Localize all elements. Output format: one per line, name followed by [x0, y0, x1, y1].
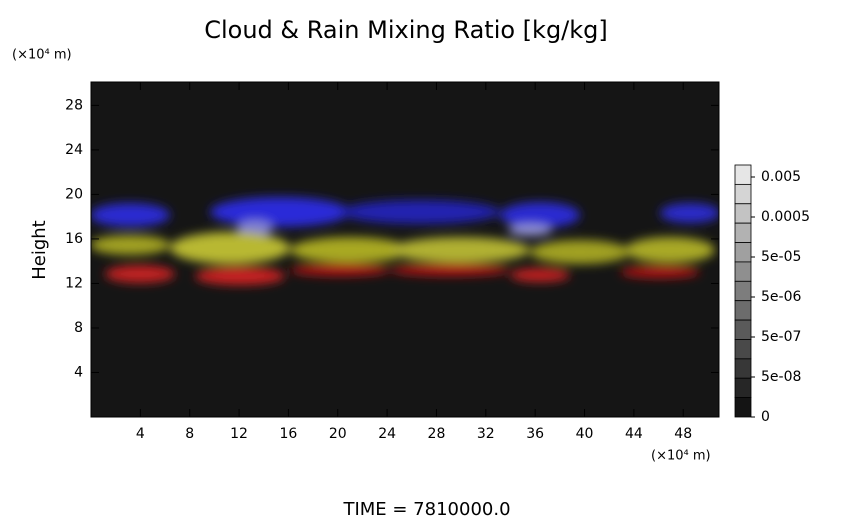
- x-tick-label: 36: [526, 426, 544, 442]
- colorbar-label: 5e-06: [761, 289, 801, 305]
- colorbar-label: 5e-05: [761, 249, 801, 265]
- x-tick-label: 44: [625, 426, 643, 442]
- chart-title: Cloud & Rain Mixing Ratio [kg/kg]: [204, 16, 608, 44]
- x-tick-label: 40: [576, 426, 594, 442]
- plot-frame: [90, 81, 720, 418]
- colorbar-cell: [734, 397, 752, 418]
- colorbar-label: 0.0005: [761, 209, 810, 225]
- colorbar-cell: [734, 164, 752, 185]
- colorbar-cell: [734, 222, 752, 243]
- cloud-field: [91, 197, 719, 285]
- x-tick-label: 16: [279, 426, 297, 442]
- y-tick-label: 8: [74, 320, 83, 336]
- y-tick-label: 16: [65, 231, 83, 247]
- x-tick-label: 4: [136, 426, 145, 442]
- y-tick-label: 12: [65, 275, 83, 291]
- colorbar-cell: [734, 339, 752, 360]
- colorbar-label: 0: [761, 409, 770, 425]
- y-axis-label: Height: [29, 220, 50, 280]
- x-unit: (×10⁴ m): [651, 449, 711, 464]
- colorbar-cell: [734, 183, 752, 205]
- footer-time: TIME = 7810000.0: [342, 499, 510, 519]
- colorbar-cell: [734, 280, 752, 302]
- colorbar-cell: [734, 319, 752, 340]
- x-tick-label: 8: [185, 426, 194, 442]
- colorbar-label: 0.005: [761, 169, 801, 185]
- y-unit: (×10⁴ m): [12, 48, 72, 63]
- colorbar-cell: [734, 377, 752, 399]
- colorbar-cell: [734, 358, 752, 379]
- colorbar-cell: [734, 261, 752, 282]
- colorbar-cell: [734, 203, 752, 224]
- y-tick-label: 28: [65, 97, 83, 113]
- colorbar-label: 5e-07: [761, 329, 801, 345]
- x-tick-label: 20: [329, 426, 347, 442]
- y-tick-label: 20: [65, 186, 83, 202]
- colorbar-cell: [734, 300, 752, 321]
- x-tick-label: 12: [230, 426, 248, 442]
- x-tick-label: 32: [477, 426, 495, 442]
- x-tick-label: 28: [428, 426, 446, 442]
- colorbar-cell: [734, 242, 752, 263]
- x-tick-label: 24: [378, 426, 396, 442]
- y-tick-label: 24: [65, 142, 83, 158]
- x-tick-label: 48: [674, 426, 692, 442]
- y-tick-label: 4: [74, 364, 83, 380]
- colorbar-label: 5e-08: [761, 369, 801, 385]
